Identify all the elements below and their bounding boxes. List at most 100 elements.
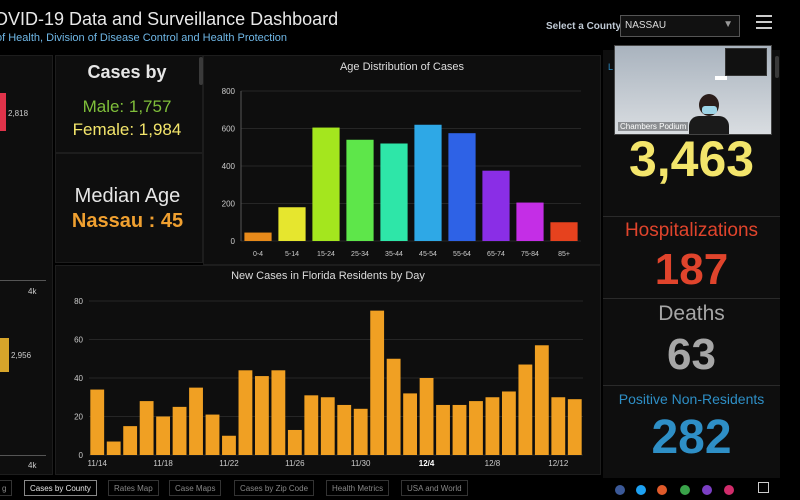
chevron-down-icon: ▼	[723, 19, 733, 30]
age-bar	[244, 232, 272, 241]
y-tick-label: 60	[74, 336, 83, 345]
spreadsheet-icon[interactable]	[680, 485, 690, 495]
county-select-value: NASSAU	[625, 20, 667, 31]
daily-bar	[469, 401, 483, 455]
cases-by-title: Cases by	[87, 62, 167, 82]
x-tick-label: 12/12	[548, 459, 569, 468]
daily-bar	[238, 370, 253, 455]
daily-bar	[534, 345, 549, 455]
daily-bar	[419, 378, 434, 455]
daily-bar	[337, 404, 352, 455]
divider	[603, 385, 780, 386]
daily-bar	[123, 426, 138, 455]
x-tick-label: 11/22	[219, 459, 239, 468]
deaths-label: Deaths	[658, 302, 725, 325]
axis-label-4k-top: 4k	[28, 287, 37, 296]
tab-case-maps[interactable]: Case Maps	[169, 480, 222, 496]
x-tick-label: 12/4	[419, 459, 435, 468]
daily-bar	[139, 401, 154, 455]
total-cases-value: 3,463	[628, 131, 755, 187]
axis-label-4k-bottom: 4k	[28, 461, 37, 470]
daily-bar	[551, 397, 566, 455]
cases-by-gender-panel	[55, 55, 203, 153]
age-bar	[346, 139, 374, 241]
x-tick-label: 45-54	[419, 251, 437, 258]
x-tick-label: 11/18	[153, 459, 173, 468]
county-bar-top	[0, 93, 6, 131]
non-residents-label: Positive Non-Residents	[618, 391, 765, 407]
tab-cases-by-county[interactable]: Cases by County	[24, 480, 97, 496]
email-icon[interactable]	[702, 485, 712, 495]
dashboard-title: OVID-19 Data and Surveillance Dashboard	[0, 9, 339, 29]
twitter-icon[interactable]	[636, 485, 646, 495]
link-icon[interactable]	[724, 485, 734, 495]
county-select[interactable]: NASSAU ▼	[620, 15, 740, 37]
daily-bar	[567, 399, 582, 455]
tab-usa-and-world[interactable]: USA and World	[401, 480, 468, 496]
daily-bar	[106, 441, 121, 455]
x-tick-label: 55-64	[453, 251, 471, 258]
y-tick-label: 400	[222, 162, 236, 171]
age-bar	[380, 143, 408, 241]
age-chart-title: Age Distribution of Cases	[339, 61, 465, 73]
panel-scrollbar[interactable]	[199, 57, 203, 85]
daily-bar	[403, 393, 418, 455]
axis-line	[0, 455, 46, 456]
daily-bar	[287, 429, 302, 455]
non-residents-value: 282	[651, 411, 732, 464]
x-tick-label: 11/26	[285, 459, 305, 468]
stats-scrollbar[interactable]	[775, 56, 779, 78]
y-tick-label: 80	[74, 297, 83, 306]
video-feed[interactable]: Chambers Podium	[614, 45, 772, 135]
left-partial-panel	[0, 55, 53, 475]
daily-bar	[304, 395, 319, 455]
open-external-icon[interactable]	[758, 482, 769, 493]
tab-health-metrics[interactable]: Health Metrics	[326, 480, 390, 496]
video-speaker-body	[689, 116, 729, 134]
y-tick-label: 0	[231, 237, 236, 246]
hospitalizations-value: 187	[654, 245, 729, 294]
video-ceiling-light	[715, 76, 727, 80]
y-tick-label: 40	[74, 374, 83, 383]
y-tick-label: 800	[222, 87, 236, 96]
age-bar	[414, 124, 442, 241]
male-cases: Male: 1,757	[82, 97, 172, 116]
daily-bar	[501, 391, 516, 455]
html-embed-icon[interactable]	[657, 485, 667, 495]
tab-rates-map[interactable]: Rates Map	[108, 480, 159, 496]
age-distribution-chart: 0 200 400 600 800 0-4 5-14 15-24 25-34 35-44 45-54…	[222, 87, 581, 258]
median-age-label: Median Age	[74, 185, 181, 207]
hamburger-menu-icon[interactable]	[756, 15, 772, 31]
x-tick-label: 11/30	[351, 459, 371, 468]
hospitalizations-label: Hospitalizations	[624, 220, 759, 241]
video-caption: Chambers Podium	[618, 122, 689, 131]
partial-label: L	[608, 62, 614, 72]
daily-bar	[156, 416, 171, 455]
daily-cases-chart: 0 20 40 60 80 11/14 11/18 11/22 11/26 11/30 12/4 12…	[74, 297, 583, 468]
tab-cases-by-zip[interactable]: Cases by Zip Code	[234, 480, 315, 496]
header: OVID-19 Data and Surveillance Dashboard …	[0, 0, 800, 50]
daily-bar	[189, 387, 203, 455]
daily-bar	[436, 404, 450, 455]
daily-bar	[320, 397, 335, 455]
daily-bar	[205, 414, 220, 455]
divider	[603, 298, 780, 299]
facebook-icon[interactable]	[615, 485, 625, 495]
dashboard-subtitle: of Health, Division of Disease Control a…	[0, 32, 288, 44]
deaths-value: 63	[667, 330, 716, 379]
county-bar-bottom	[0, 338, 9, 372]
age-bar	[278, 207, 306, 241]
daily-bar	[172, 406, 187, 455]
x-tick-label: 11/14	[88, 459, 108, 468]
daily-bar	[353, 408, 368, 455]
tab-partial[interactable]: g	[0, 480, 13, 496]
daily-bar	[271, 370, 286, 455]
age-bar	[312, 127, 340, 241]
x-tick-label: 0-4	[253, 251, 263, 258]
county-bar-top-value: 2,818	[8, 109, 29, 118]
female-cases: Female: 1,984	[72, 120, 182, 139]
divider	[603, 216, 780, 217]
y-tick-label: 0	[79, 451, 84, 460]
x-tick-label: 85+	[558, 251, 570, 258]
axis-line	[0, 280, 46, 281]
